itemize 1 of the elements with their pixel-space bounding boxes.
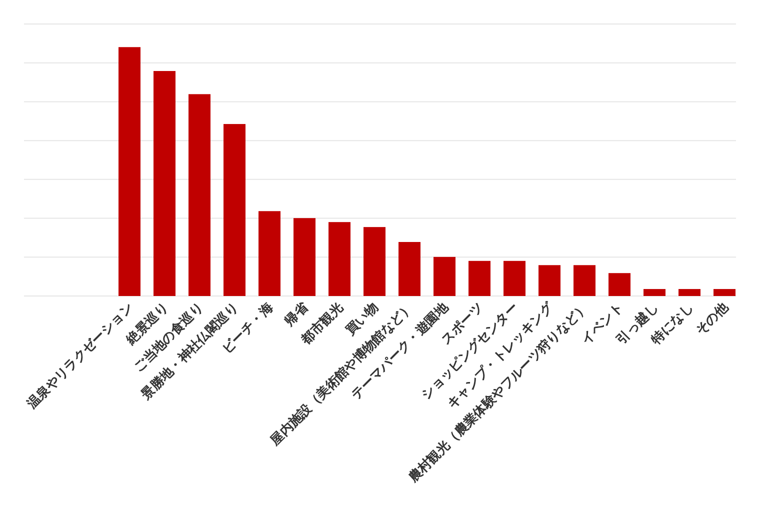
- x-tick-label: その他: [693, 300, 732, 338]
